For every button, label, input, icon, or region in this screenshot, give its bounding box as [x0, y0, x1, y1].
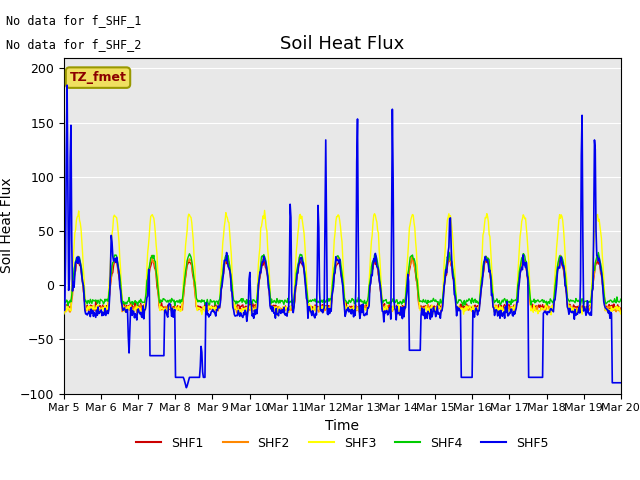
Text: No data for f_SHF_2: No data for f_SHF_2 — [6, 38, 142, 51]
Text: No data for f_SHF_1: No data for f_SHF_1 — [6, 14, 142, 27]
X-axis label: Time: Time — [325, 419, 360, 433]
Legend: SHF1, SHF2, SHF3, SHF4, SHF5: SHF1, SHF2, SHF3, SHF4, SHF5 — [131, 432, 554, 455]
Title: Soil Heat Flux: Soil Heat Flux — [280, 35, 404, 53]
Text: TZ_fmet: TZ_fmet — [70, 71, 127, 84]
Y-axis label: Soil Heat Flux: Soil Heat Flux — [1, 178, 14, 274]
